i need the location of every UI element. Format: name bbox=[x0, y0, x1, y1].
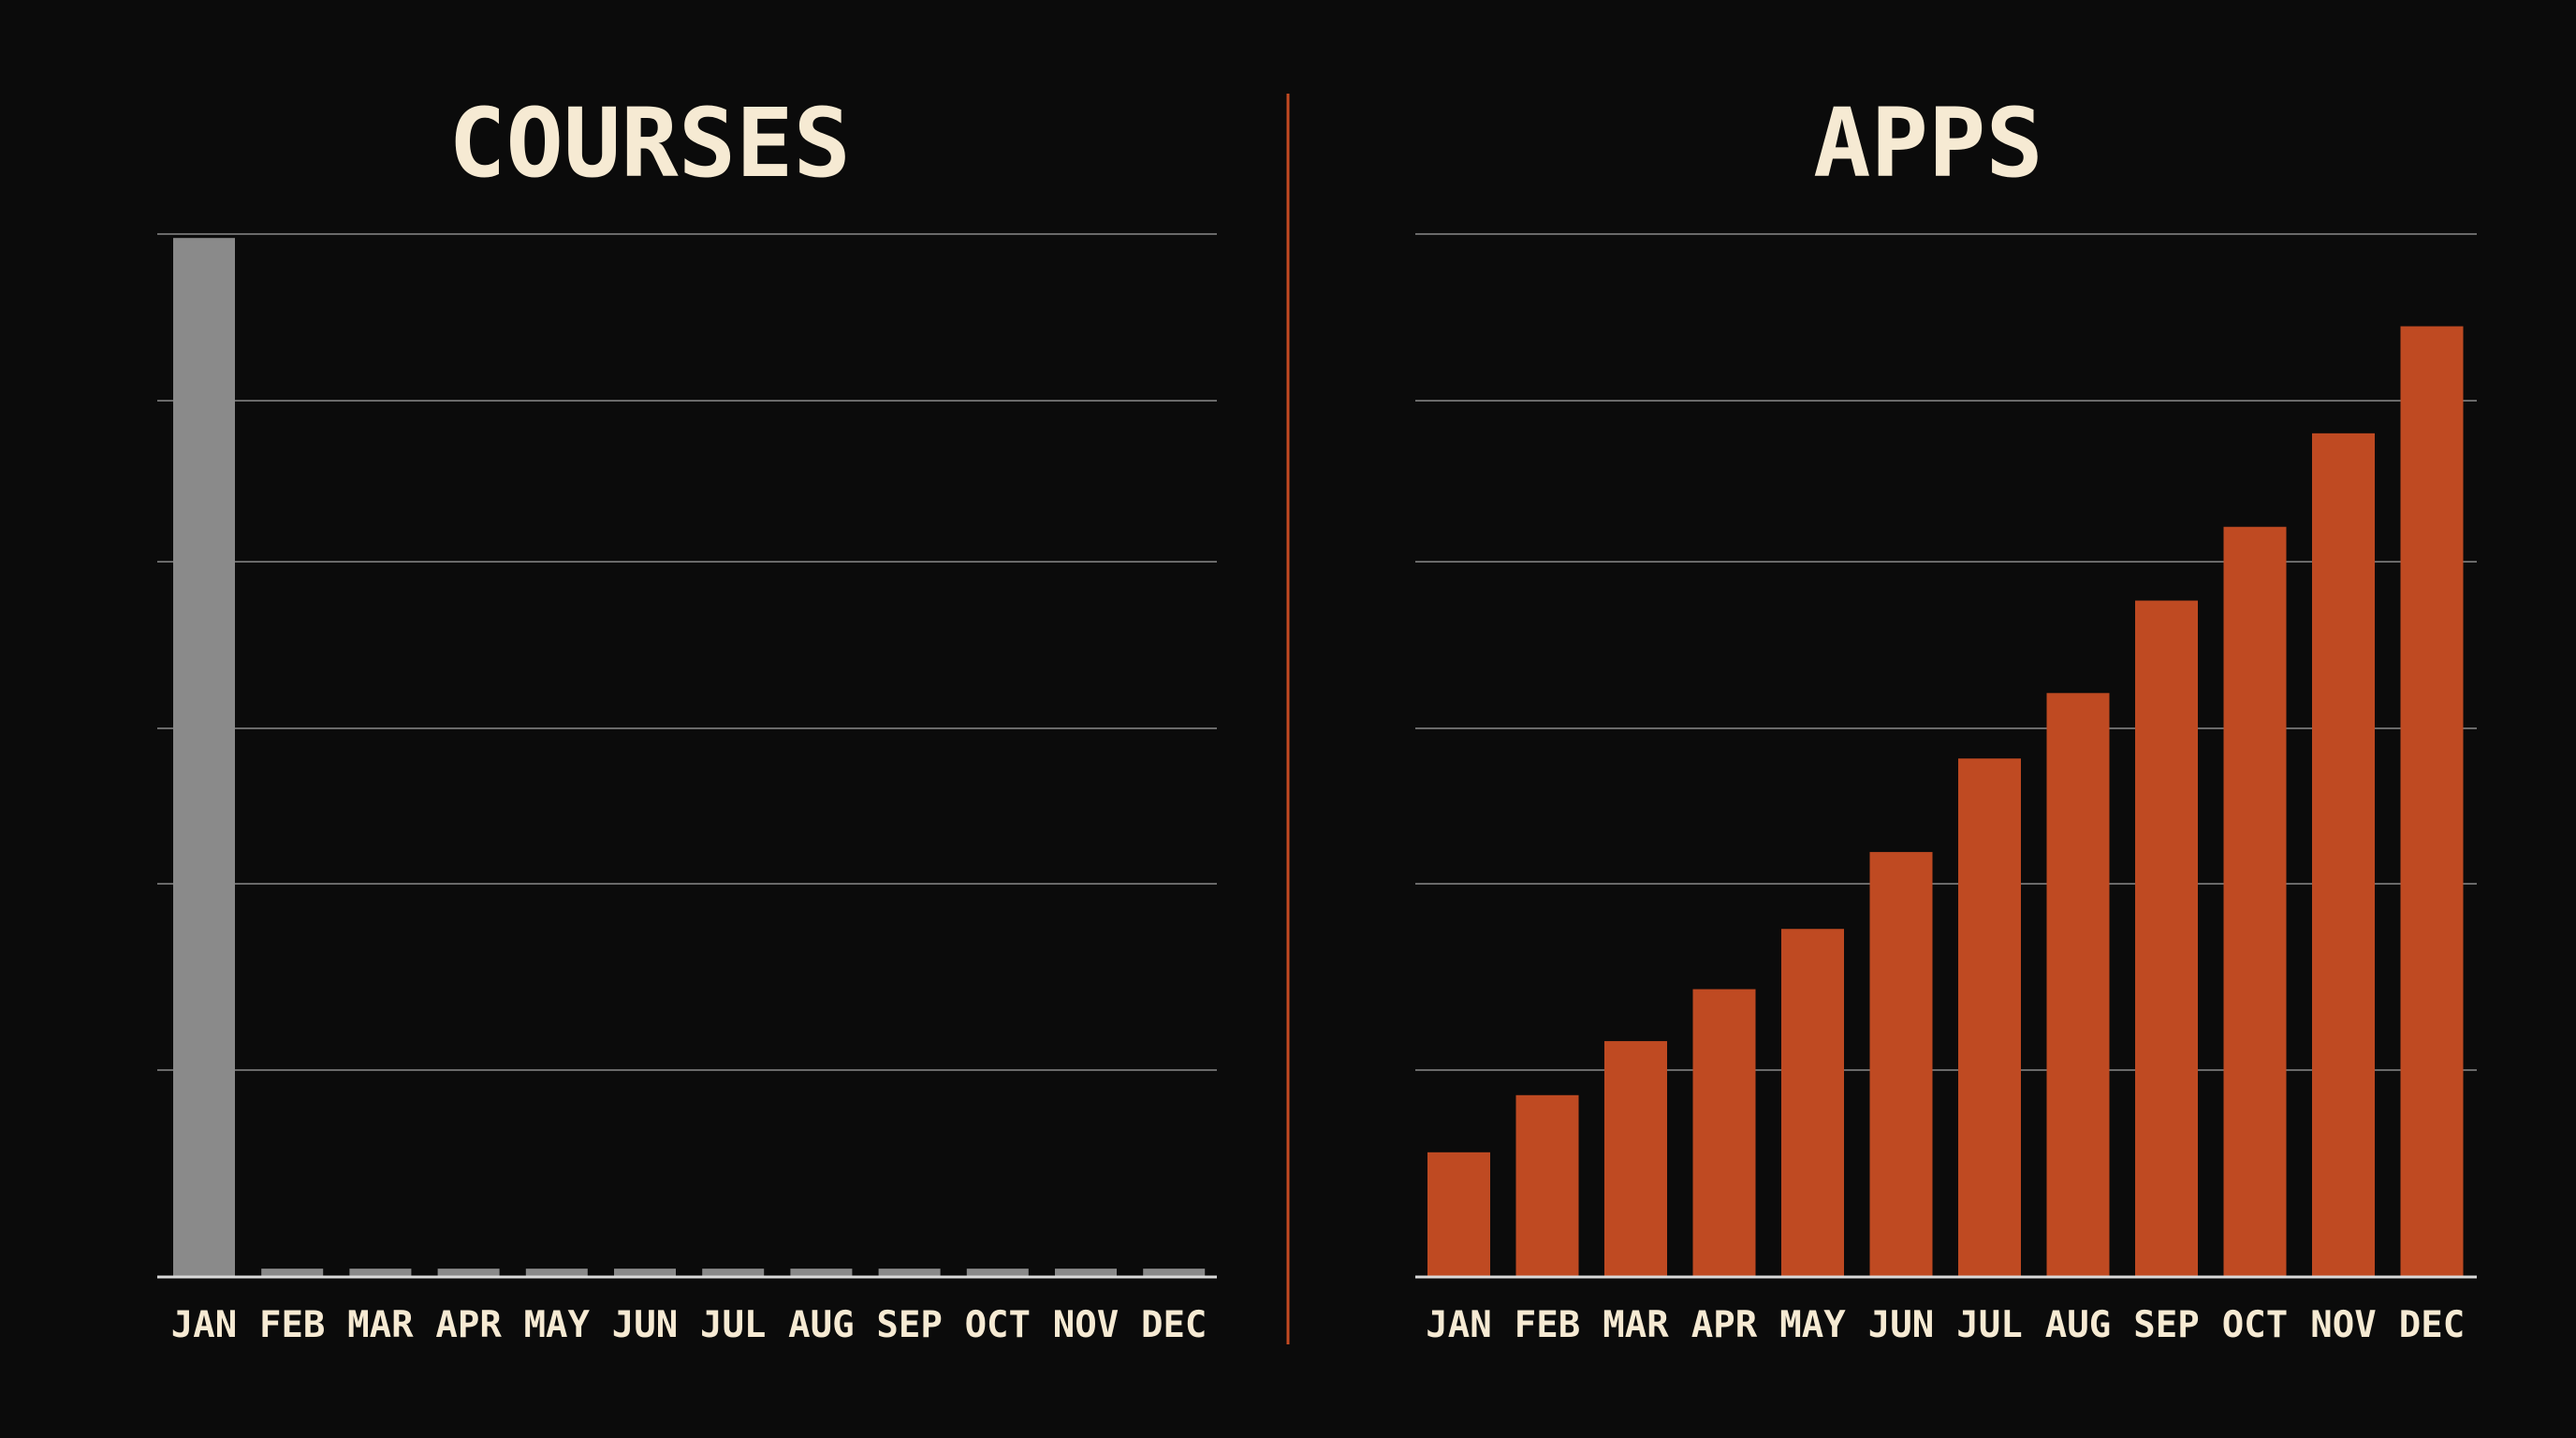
bar-sep bbox=[878, 1269, 941, 1277]
x-tick-label: JUN bbox=[612, 1304, 678, 1346]
x-tick-label: JUL bbox=[700, 1304, 766, 1346]
bar-feb bbox=[1515, 1094, 1579, 1277]
x-tick-label: MAY bbox=[524, 1304, 591, 1346]
x-tick-label: SEP bbox=[876, 1304, 942, 1346]
x-tick-label: NOV bbox=[1053, 1304, 1119, 1346]
bar-oct bbox=[966, 1269, 1029, 1277]
x-tick-label: MAY bbox=[1779, 1304, 1846, 1346]
x-tick-label: NOV bbox=[2310, 1304, 2376, 1346]
bar-apr bbox=[1692, 989, 1756, 1277]
x-tick-label: JUL bbox=[1956, 1304, 2022, 1346]
bar-nov bbox=[2312, 433, 2375, 1277]
x-tick-label: JAN bbox=[171, 1304, 237, 1346]
x-tick-label: DEC bbox=[2399, 1304, 2465, 1346]
chart-title: APPS bbox=[1813, 88, 2043, 199]
bar-may bbox=[525, 1269, 588, 1277]
bar-jan bbox=[173, 238, 235, 1278]
x-tick-label: APR bbox=[435, 1304, 502, 1346]
bar-jun bbox=[1869, 852, 1933, 1277]
bar-dec bbox=[2400, 326, 2464, 1277]
x-tick-label: OCT bbox=[2222, 1304, 2288, 1346]
bar-jan bbox=[1427, 1152, 1490, 1277]
x-tick-label: DEC bbox=[1141, 1304, 1207, 1346]
bar-may bbox=[1781, 929, 1844, 1277]
bar-apr bbox=[437, 1269, 500, 1277]
bar-jul bbox=[1958, 758, 2021, 1277]
bar-jul bbox=[702, 1269, 765, 1277]
bar-sep bbox=[2135, 600, 2198, 1277]
x-tick-label: JUN bbox=[1868, 1304, 1934, 1346]
x-tick-label: MAR bbox=[347, 1304, 414, 1346]
bar-jun bbox=[614, 1269, 676, 1277]
bar-dec bbox=[1143, 1269, 1206, 1277]
bar-aug bbox=[790, 1269, 853, 1277]
bar-mar bbox=[1604, 1041, 1667, 1277]
x-tick-label: APR bbox=[1691, 1304, 1758, 1346]
chart-panel-0: COURSES JAN FEB MAR APR MAY JUN JUL AUG SEP OCT NOV… bbox=[157, 88, 1217, 1346]
charts-group: COURSES JAN FEB MAR APR MAY JUN JUL AUG SEP OCT NOV… bbox=[157, 88, 2477, 1346]
x-tick-label: OCT bbox=[965, 1304, 1031, 1346]
chart-title: COURSES bbox=[448, 88, 851, 199]
x-tick-label: FEB bbox=[1515, 1304, 1580, 1346]
bar-oct bbox=[2223, 526, 2287, 1277]
bar-aug bbox=[2046, 693, 2110, 1277]
chart-panel-1: APPS JAN FEB MAR APR MAY JUN JUL AUG SEP OCT NOV DEC bbox=[1415, 88, 2477, 1346]
x-tick-label: AUG bbox=[788, 1304, 854, 1346]
x-tick-label: MAR bbox=[1603, 1304, 1669, 1346]
x-tick-label: SEP bbox=[2133, 1304, 2199, 1346]
x-tick-label: JAN bbox=[1426, 1304, 1491, 1346]
bar-nov bbox=[1055, 1269, 1117, 1277]
bar-mar bbox=[349, 1269, 412, 1277]
x-tick-label: AUG bbox=[2045, 1304, 2111, 1346]
bar-feb bbox=[261, 1269, 324, 1277]
x-tick-label: FEB bbox=[259, 1304, 325, 1346]
